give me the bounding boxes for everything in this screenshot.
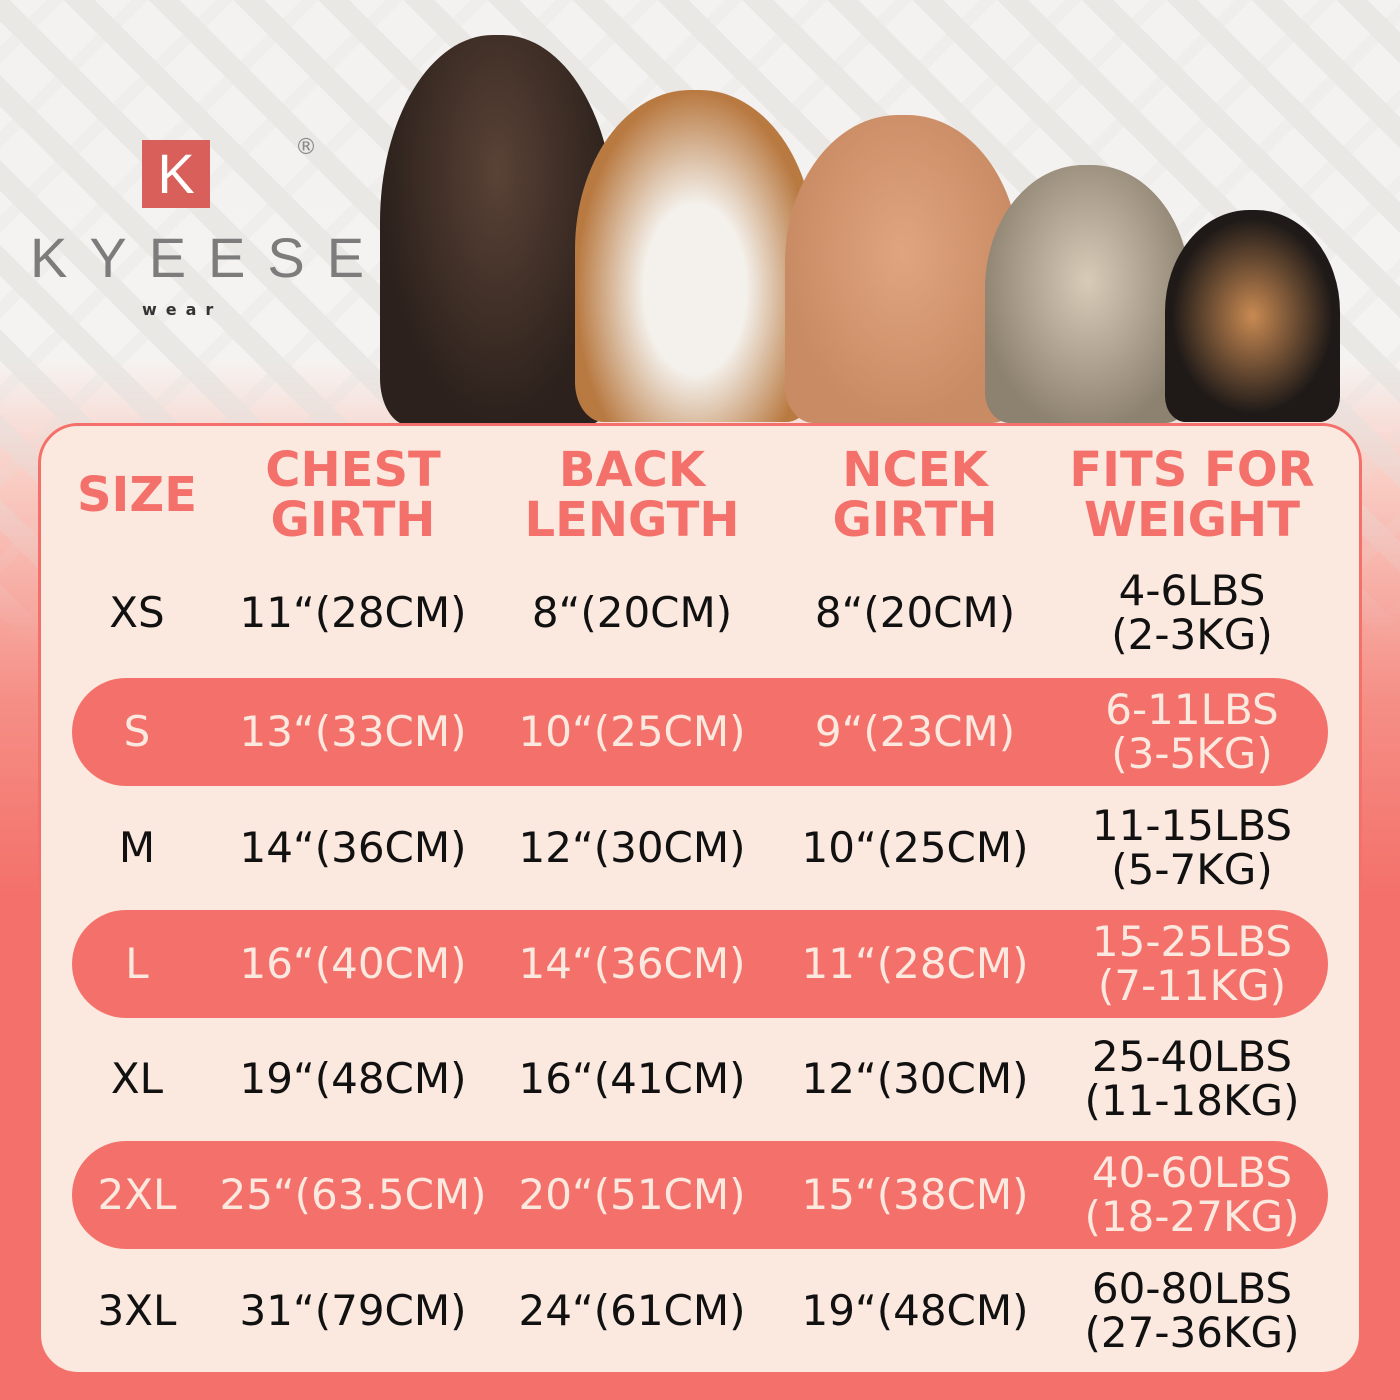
column-header-back: BACK LENGTH	[524, 442, 740, 548]
cell-chest: 16“(40CM)	[239, 939, 467, 988]
cell-back: 12“(30CM)	[518, 823, 746, 872]
cell-back: 10“(25CM)	[518, 707, 746, 756]
row-highlight-band	[72, 678, 1328, 786]
cell-weight: 40-60LBS (18-27KG)	[1084, 1148, 1300, 1241]
cell-chest: 19“(48CM)	[239, 1054, 467, 1103]
cell-back: 16“(41CM)	[518, 1054, 746, 1103]
cell-size: 3XL	[97, 1286, 177, 1335]
cell-neck: 11“(28CM)	[801, 939, 1029, 988]
cell-chest: 13“(33CM)	[239, 707, 467, 756]
column-header-size: SIZE	[76, 467, 198, 523]
cell-neck: 8“(20CM)	[814, 588, 1016, 637]
beagle-image	[575, 90, 815, 422]
cell-back: 24“(61CM)	[518, 1286, 746, 1335]
cell-weight: 11-15LBS (5-7KG)	[1091, 801, 1293, 894]
column-header-chest: CHEST GIRTH	[265, 442, 441, 548]
poodle-image	[785, 115, 1020, 423]
brand-sub: wear	[142, 300, 223, 319]
cell-size: S	[123, 707, 151, 756]
cell-neck: 10“(25CM)	[801, 823, 1029, 872]
column-header-weight: FITS FOR WEIGHT	[1069, 442, 1315, 548]
row-highlight-band	[72, 910, 1328, 1018]
cell-neck: 15“(38CM)	[801, 1170, 1029, 1219]
cell-weight: 6-11LBS (3-5KG)	[1105, 685, 1279, 778]
cell-weight: 25-40LBS (11-18KG)	[1084, 1032, 1300, 1125]
cell-chest: 14“(36CM)	[239, 823, 467, 872]
cell-chest: 11“(28CM)	[239, 588, 467, 637]
cell-weight: 15-25LBS (7-11KG)	[1091, 917, 1293, 1010]
cell-chest: 25“(63.5CM)	[219, 1170, 487, 1219]
cell-weight: 4-6LBS (2-3KG)	[1111, 566, 1273, 659]
chihuahua-image	[1165, 210, 1340, 422]
row-highlight-band	[72, 1141, 1328, 1249]
cell-neck: 19“(48CM)	[801, 1286, 1029, 1335]
cell-neck: 12“(30CM)	[801, 1054, 1029, 1103]
cell-size: XL	[110, 1054, 164, 1103]
cell-back: 14“(36CM)	[518, 939, 746, 988]
brand-name: KYEESE	[30, 226, 387, 289]
terrier-image	[985, 165, 1190, 423]
cell-size: L	[125, 939, 149, 988]
cell-size: XS	[109, 588, 165, 637]
logo-k-mark: K	[142, 140, 210, 208]
cell-back: 20“(51CM)	[518, 1170, 746, 1219]
cell-neck: 9“(23CM)	[814, 707, 1016, 756]
registered-mark: ®	[295, 135, 317, 160]
cell-weight: 60-80LBS (27-36KG)	[1084, 1264, 1300, 1357]
column-header-neck: NCEK GIRTH	[832, 442, 998, 548]
cell-back: 8“(20CM)	[531, 588, 733, 637]
cell-chest: 31“(79CM)	[239, 1286, 467, 1335]
cell-size: M	[118, 823, 156, 872]
cell-size: 2XL	[97, 1170, 177, 1219]
